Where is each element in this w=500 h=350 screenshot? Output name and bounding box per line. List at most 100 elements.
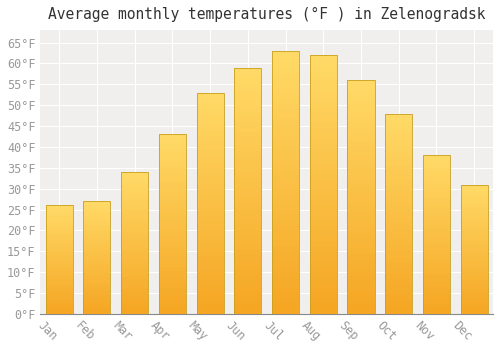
Bar [272,167,299,172]
Bar [159,282,186,285]
Bar [460,203,488,205]
Bar [460,280,488,283]
Bar [159,210,186,214]
Bar [234,230,262,235]
Bar [84,208,110,210]
Bar [121,263,148,266]
Bar [121,226,148,229]
Bar [84,233,110,235]
Bar [310,55,337,60]
Bar [121,311,148,314]
Bar [272,267,299,272]
Bar [423,279,450,282]
Bar [385,158,412,162]
Bar [46,210,73,212]
Bar [310,184,337,190]
Bar [272,156,299,161]
Bar [272,214,299,219]
Bar [460,213,488,216]
Bar [310,112,337,117]
Bar [46,296,73,299]
Bar [84,224,110,226]
Bar [385,214,412,218]
Bar [46,255,73,258]
Bar [460,298,488,301]
Bar [46,303,73,305]
Bar [46,277,73,279]
Bar [385,166,412,170]
Bar [196,283,224,287]
Bar [385,178,412,182]
Bar [84,309,110,312]
Bar [348,281,374,286]
Bar [272,288,299,293]
Bar [159,271,186,274]
Bar [234,215,262,220]
Bar [423,216,450,219]
Bar [159,220,186,224]
Bar [46,281,73,284]
Bar [460,290,488,293]
Bar [46,305,73,307]
Bar [423,257,450,260]
Bar [196,186,224,190]
Bar [460,190,488,192]
Bar [46,251,73,253]
Bar [196,146,224,150]
Bar [385,126,412,130]
Bar [460,218,488,221]
Bar [159,214,186,217]
Bar [460,210,488,213]
Bar [84,282,110,285]
Bar [234,201,262,205]
Bar [121,254,148,257]
Bar [196,309,224,314]
Bar [46,288,73,290]
Bar [272,109,299,114]
Bar [159,310,186,314]
Bar [84,305,110,307]
Bar [234,166,262,171]
Bar [196,93,224,97]
Bar [385,146,412,149]
Bar [46,220,73,223]
Bar [121,209,148,212]
Bar [460,293,488,296]
Bar [159,249,186,253]
Bar [272,230,299,235]
Bar [159,278,186,282]
Bar [423,241,450,244]
Bar [385,198,412,202]
Bar [159,170,186,174]
Bar [234,205,262,210]
Bar [196,217,224,221]
Bar [385,246,412,250]
Bar [310,278,337,283]
Bar [310,252,337,257]
Bar [348,276,374,281]
Bar [196,243,224,247]
Bar [196,247,224,252]
Bar [385,274,412,278]
Bar [46,264,73,266]
Bar [460,257,488,260]
Bar [460,267,488,270]
Bar [460,260,488,262]
Bar [159,167,186,170]
Bar [310,122,337,127]
Bar [310,169,337,174]
Bar [423,238,450,241]
Bar [272,198,299,203]
Bar [310,153,337,159]
Bar [272,193,299,198]
Bar [460,223,488,226]
Bar [84,312,110,314]
Bar [423,251,450,254]
Bar [46,225,73,227]
Bar [385,286,412,290]
Bar [159,192,186,195]
Bar [121,297,148,300]
Bar [423,288,450,292]
Bar [234,240,262,245]
Bar [460,231,488,234]
